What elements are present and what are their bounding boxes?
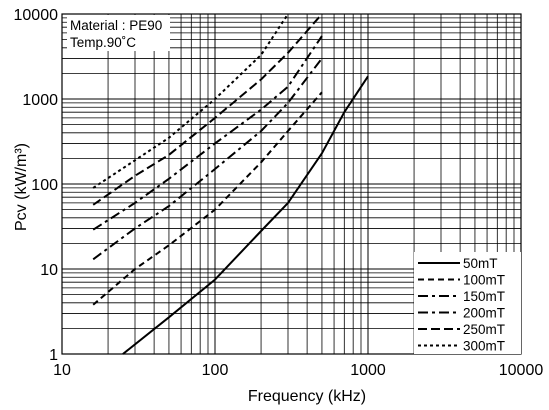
x-tick-label: 10000 [499,362,544,379]
series-line-150mT [92,57,323,261]
series-line-300mT [92,13,289,189]
legend-label-200mT: 200mT [463,306,505,321]
series-line-50mT [122,75,369,355]
series-line-100mT [92,91,323,306]
y-tick-label: 10 [40,262,58,279]
series-line-250mT [92,13,323,206]
plot-frame [61,13,522,355]
annotation-background [67,15,170,51]
x-tick-label: 10 [53,362,71,379]
y-axis-label: Pcv (kW/m³) [13,143,30,231]
legend-background [414,252,521,354]
legend-label-150mT: 150mT [463,289,505,304]
annotation-material: Material : PE90 [70,18,162,33]
x-axis-label: Frequency (kHz) [248,388,366,405]
annotation-box: Material : PE90 Temp.90˚C [67,15,170,51]
annotation-temperature: Temp.90˚C [70,35,136,50]
y-tick-labels: 1 10 100 1000 10000 [14,7,59,364]
y-tick-label: 1 [49,347,58,364]
y-tick-label: 10000 [14,7,59,24]
y-tick-label: 100 [31,177,58,194]
x-tick-labels: 10 100 1000 10000 [53,362,543,379]
legend-label-50mT: 50mT [463,256,498,271]
legend-label-250mT: 250mT [463,322,505,337]
x-tick-label: 100 [202,362,229,379]
y-tick-label: 1000 [22,92,58,109]
legend-label-100mT: 100mT [463,273,505,288]
legend-label-300mT: 300mT [463,339,505,354]
x-tick-label: 1000 [350,362,386,379]
series-lines [92,13,369,355]
series-line-200mT [92,35,323,231]
